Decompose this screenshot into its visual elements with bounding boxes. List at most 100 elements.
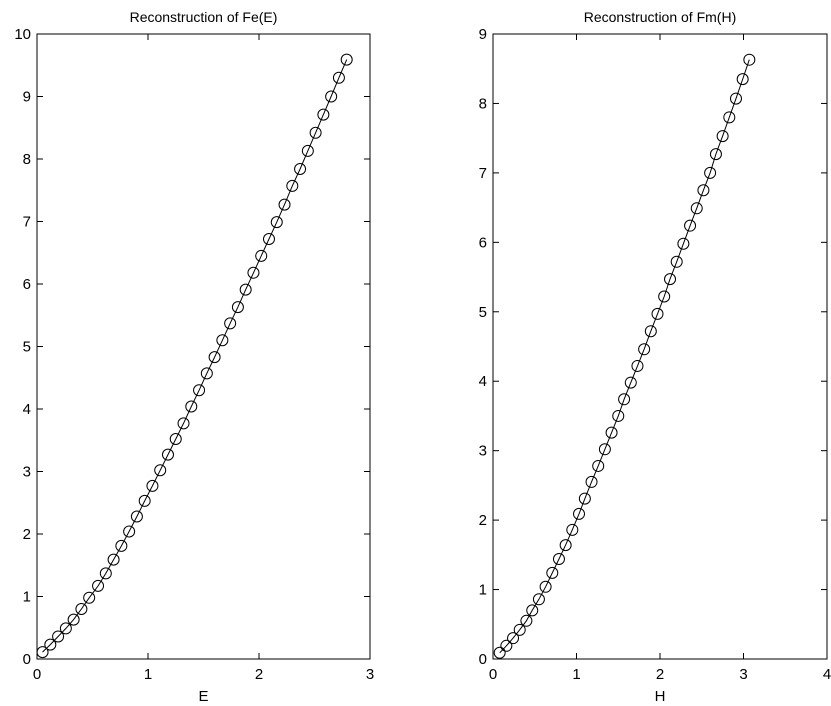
data-point	[704, 166, 717, 179]
data-point	[520, 614, 533, 627]
y-tick-label: 2	[23, 526, 31, 543]
chart-fe-reconstruction: Reconstruction of Fe(E) E 0 1 2 3 0 1 2 3 4 5 6 7 8 9…	[14, 9, 374, 705]
data-point	[592, 459, 605, 472]
y-tick-label: 7	[23, 214, 31, 231]
data-point	[59, 622, 72, 635]
data-point	[216, 334, 229, 347]
chart-title: Reconstruction of Fm(H)	[584, 9, 736, 25]
data-point	[193, 384, 206, 397]
data-point	[539, 580, 552, 593]
data-point	[52, 630, 65, 643]
y-tick-label: 2	[479, 512, 487, 529]
data-point	[107, 553, 120, 566]
data-point	[618, 393, 631, 406]
data-point	[612, 409, 625, 422]
data-point	[231, 301, 244, 314]
series-line	[499, 59, 750, 654]
data-point	[278, 198, 291, 211]
y-tick-label: 5	[23, 339, 31, 356]
x-tick-label: 0	[489, 666, 497, 683]
data-point	[658, 290, 671, 303]
y-tick-label: 3	[23, 464, 31, 481]
data-point	[743, 53, 756, 66]
y-tick-label: 4	[23, 401, 31, 418]
data-point	[309, 126, 322, 139]
x-tick-label: 2	[255, 666, 263, 683]
data-point	[123, 525, 136, 538]
data-point	[44, 638, 57, 651]
x-axis-label: H	[655, 688, 666, 705]
data-point	[631, 359, 644, 372]
y-tick-label: 6	[23, 276, 31, 293]
data-point	[729, 92, 742, 105]
data-point	[493, 646, 506, 659]
y-tick-label: 1	[23, 589, 31, 606]
data-point	[169, 433, 182, 445]
data-point	[332, 71, 345, 84]
y-tick-label: 8	[479, 95, 487, 112]
data-point	[340, 53, 353, 66]
data-point	[500, 639, 513, 652]
x-tick-label: 3	[366, 666, 374, 683]
data-point	[532, 593, 545, 606]
data-point	[723, 111, 736, 124]
data-point	[546, 566, 559, 579]
y-tick-label: 4	[479, 373, 487, 390]
data-point	[115, 539, 128, 552]
data-point	[67, 613, 80, 626]
x-tick-label: 0	[33, 666, 41, 683]
data-point	[75, 603, 88, 615]
y-tick-label: 10	[14, 26, 31, 43]
data-point	[559, 539, 572, 552]
data-point	[513, 623, 526, 636]
plot-frame	[36, 33, 371, 660]
y-tick-label: 1	[479, 582, 487, 599]
data-point	[690, 202, 703, 215]
data-point	[239, 283, 252, 296]
y-tick-label: 3	[479, 443, 487, 460]
data-point	[99, 567, 112, 580]
data-point	[585, 475, 598, 488]
y-tick-label: 0	[479, 651, 487, 668]
data-point	[638, 343, 651, 356]
x-tick-label: 2	[656, 666, 664, 683]
data-point	[255, 249, 268, 262]
x-tick-label: 4	[823, 666, 831, 683]
data-point	[224, 317, 237, 330]
data-point	[36, 646, 49, 659]
data-point	[286, 179, 299, 192]
chart-fm-reconstruction: Reconstruction of Fm(H) H 0 1 2 3 4 0 1 2 3 4 5 6 7 8…	[479, 9, 831, 705]
data-point	[294, 163, 307, 175]
data-point	[154, 464, 167, 477]
data-point	[161, 448, 174, 461]
data-point	[270, 216, 283, 229]
data-point	[670, 255, 683, 268]
data-point	[177, 417, 190, 430]
y-tick-label: 5	[479, 304, 487, 321]
data-point	[200, 367, 213, 380]
data-point	[130, 510, 143, 523]
chart-title: Reconstruction of Fe(E)	[130, 9, 278, 25]
data-point	[325, 90, 338, 103]
data-point	[317, 108, 330, 121]
data-point	[598, 443, 611, 456]
data-point	[208, 351, 221, 364]
data-point	[677, 237, 690, 250]
data-point	[185, 400, 198, 413]
data-point	[684, 219, 697, 232]
data-point	[146, 479, 159, 492]
series-line	[42, 59, 348, 653]
data-point	[507, 632, 520, 645]
y-tick-label: 6	[479, 234, 487, 251]
x-axis-label: E	[198, 688, 208, 705]
x-tick-label: 1	[572, 666, 580, 683]
data-point	[262, 233, 275, 245]
y-tick-label: 8	[23, 151, 31, 168]
data-point	[651, 307, 664, 320]
data-point	[709, 148, 722, 161]
data-point	[247, 266, 260, 279]
y-tick-label: 0	[23, 651, 31, 668]
plot-frame	[492, 33, 828, 660]
data-point	[578, 492, 591, 505]
